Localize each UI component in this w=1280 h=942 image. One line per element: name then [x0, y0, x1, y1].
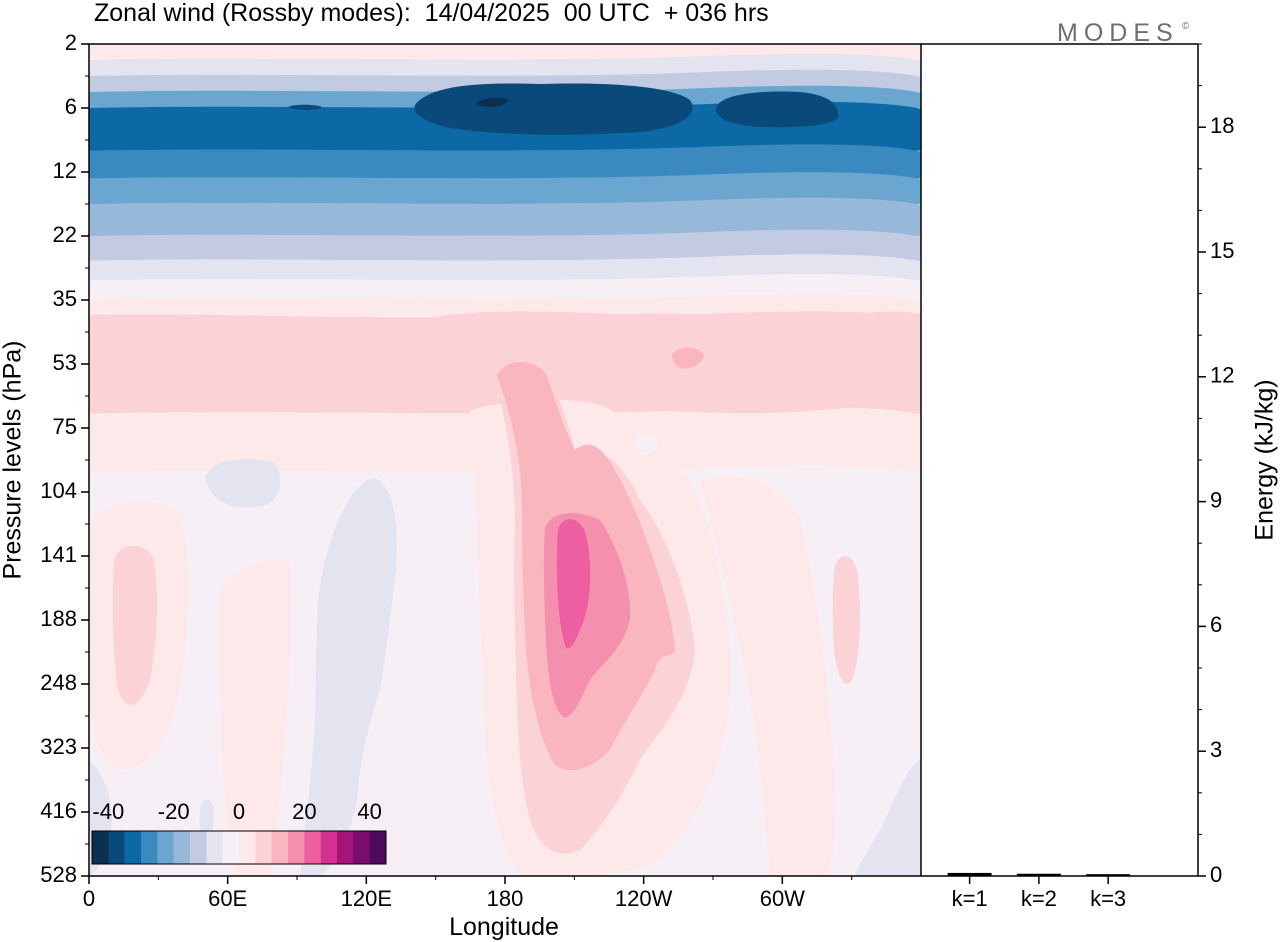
bar-category-label: k=2 [1021, 886, 1057, 911]
x-axis-label: Longitude [449, 913, 559, 941]
colorbar-swatch [222, 831, 240, 864]
colorbar-swatch [320, 831, 338, 864]
contour-jet-core [557, 519, 591, 649]
contour-blue-bottom-right [855, 758, 921, 876]
colorbar-swatch [288, 831, 305, 864]
energy-tick-label: 0 [1210, 862, 1222, 887]
energy-tick-label: 3 [1210, 737, 1222, 762]
contour-dark-core-a [414, 83, 693, 135]
y-tick-label: 12 [53, 158, 77, 183]
contour-white-spot [636, 434, 658, 456]
colorbar-frame [91, 830, 387, 865]
y-tick-label: 188 [40, 606, 77, 631]
colorbar-swatch [92, 831, 109, 864]
colorbar-tick-label: -20 [158, 799, 190, 824]
bar-category-label: k=1 [952, 886, 988, 911]
colorbar-swatch [369, 831, 387, 864]
x-tick-label: 120E [341, 886, 392, 911]
colorbar-swatch [239, 831, 256, 864]
colorbar-swatch [141, 831, 158, 864]
longitude-axis: 0 60E 120E 180 120W 60W [83, 876, 853, 911]
pressure-axis: 2 6 12 22 35 53 75 104 141 188 248 323 416 528 [40, 30, 89, 887]
colorbar-tick-label: 40 [357, 799, 381, 824]
y-tick-label: 2 [65, 30, 77, 55]
y-tick-label: 416 [40, 798, 77, 823]
contour-pink-right-column [700, 476, 836, 876]
contour-pink-mid-column [218, 559, 291, 876]
contour-pink-spot [672, 347, 704, 369]
contour-blue-column-120e [300, 478, 397, 876]
energy-tick-label: 15 [1210, 238, 1234, 263]
brand-logo: MODES [1057, 19, 1179, 47]
contour-pink-right-core [832, 556, 860, 684]
y-tick-label: 35 [53, 286, 77, 311]
x-tick-label: 60E [208, 886, 247, 911]
x-tick-label: 0 [83, 886, 95, 911]
y-tick-label: 323 [40, 734, 77, 759]
energy-tick-label: 9 [1210, 487, 1222, 512]
energy-bar [947, 872, 992, 876]
energy-tick-label: 6 [1210, 612, 1222, 637]
heatmap-plot [89, 44, 921, 876]
contour-pink-left-core [112, 545, 158, 705]
y-tick-label: 141 [40, 542, 77, 567]
colorbar-swatch [271, 831, 289, 864]
chart-title: Zonal wind (Rossby modes): 14/04/2025 00… [94, 0, 769, 27]
colorbar-swatch [255, 831, 272, 864]
x-tick-label: 180 [487, 886, 524, 911]
energy-bar [1016, 873, 1061, 876]
contour-dark-core-c [288, 104, 322, 110]
colorbar-swatch [108, 831, 125, 864]
contour-darkest-core [476, 97, 508, 107]
x-tick-label: 120W [615, 886, 673, 911]
energy-tick-label: 18 [1210, 113, 1234, 138]
colorbar: -40 -20 0 20 40 [91, 799, 387, 865]
colorbar-tick-label: -40 [92, 799, 124, 824]
y-axis-label: Pressure levels (hPa) [0, 341, 27, 580]
colorbar-tick-label: 0 [233, 799, 245, 824]
energy-axis-label: Energy (kJ/kg) [1251, 379, 1279, 540]
colorbar-swatch [190, 831, 207, 864]
y-tick-label: 104 [40, 478, 77, 503]
energy-bar [1086, 874, 1131, 876]
colorbar-tick-label: 20 [292, 799, 316, 824]
colorbar-swatch [337, 831, 354, 864]
colorbar-swatch [173, 831, 191, 864]
energy-bar-plot: 0 3 6 9 12 15 18 k=1 k=2 k=3 [921, 43, 1234, 911]
colorbar-swatch [157, 831, 174, 864]
colorbar-swatch [353, 831, 370, 864]
bar-category-label: k=3 [1090, 886, 1126, 911]
x-tick-label: 60W [760, 886, 805, 911]
field-band [89, 197, 921, 243]
y-tick-label: 528 [40, 862, 77, 887]
y-tick-label: 22 [53, 222, 77, 247]
brand-copyright-mark: © [1182, 21, 1190, 32]
y-tick-label: 248 [40, 670, 77, 695]
energy-tick-label: 12 [1210, 363, 1234, 388]
colorbar-swatch [124, 831, 142, 864]
contour-blue-patch-60e [205, 458, 281, 508]
y-tick-label: 53 [53, 350, 77, 375]
colorbar-swatch [206, 831, 223, 864]
contour-dark-core-b [715, 91, 839, 128]
y-tick-label: 75 [53, 414, 77, 439]
colorbar-swatch [304, 831, 321, 864]
y-tick-label: 6 [65, 94, 77, 119]
